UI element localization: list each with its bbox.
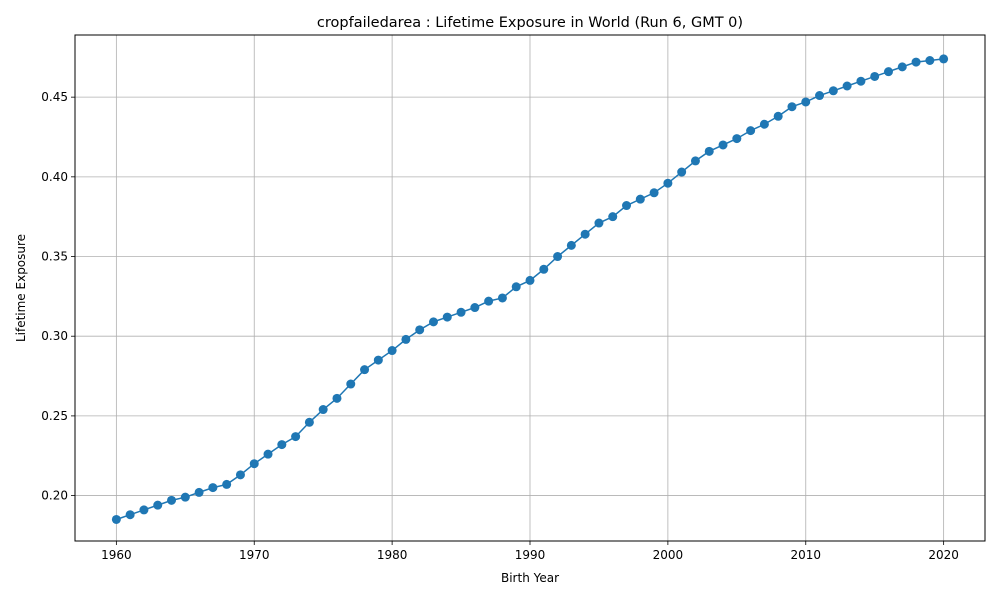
- data-point: [828, 86, 838, 96]
- data-point: [663, 178, 673, 188]
- x-tick-label: 2020: [928, 548, 959, 562]
- y-axis-label: Lifetime Exposure: [14, 234, 28, 342]
- data-point: [594, 218, 604, 228]
- data-point: [897, 62, 907, 72]
- x-tick-label: 1990: [515, 548, 546, 562]
- data-point: [842, 81, 852, 91]
- data-point: [263, 449, 273, 459]
- data-point: [856, 76, 866, 86]
- data-point: [318, 405, 328, 415]
- data-point: [649, 188, 659, 198]
- data-point: [939, 54, 949, 64]
- data-point: [442, 312, 452, 322]
- data-point: [870, 71, 880, 81]
- data-point: [497, 293, 507, 303]
- data-point: [125, 510, 135, 520]
- data-point: [539, 264, 549, 274]
- data-point: [291, 432, 301, 442]
- data-point: [484, 296, 494, 306]
- data-point: [704, 146, 714, 156]
- data-point: [580, 229, 590, 239]
- data-point: [511, 282, 521, 292]
- data-point: [387, 346, 397, 356]
- data-point: [690, 156, 700, 166]
- x-axis-label: Birth Year: [501, 571, 559, 585]
- data-point: [428, 317, 438, 327]
- grid-lines: [75, 35, 985, 541]
- y-axis: 0.20 0.25 0.30 0.35 0.40 0.45: [41, 90, 75, 503]
- data-point: [208, 483, 218, 493]
- data-point: [732, 134, 742, 144]
- data-point: [608, 212, 618, 222]
- data-point: [180, 492, 190, 502]
- data-point: [815, 91, 825, 101]
- data-point: [222, 479, 232, 489]
- y-tick-label: 0.20: [41, 489, 68, 503]
- data-point: [801, 97, 811, 107]
- data-point: [525, 275, 535, 285]
- y-tick-label: 0.35: [41, 250, 68, 264]
- x-tick-label: 1980: [377, 548, 408, 562]
- data-point: [566, 240, 576, 250]
- data-point: [373, 355, 383, 365]
- y-tick-label: 0.40: [41, 170, 68, 184]
- y-tick-label: 0.25: [41, 409, 68, 423]
- x-tick-label: 1960: [101, 548, 132, 562]
- x-tick-label: 2010: [790, 548, 821, 562]
- series-layer: [111, 54, 949, 524]
- x-axis: 1960 1970 1980 1990 2000 2010 2020: [101, 541, 959, 562]
- data-point: [622, 201, 632, 211]
- data-point: [415, 325, 425, 335]
- data-point: [277, 440, 287, 450]
- data-point: [139, 505, 149, 515]
- y-tick-label: 0.30: [41, 329, 68, 343]
- data-point: [787, 102, 797, 112]
- data-point: [249, 459, 259, 469]
- data-point: [925, 56, 935, 65]
- data-point: [401, 334, 411, 344]
- y-tick-label: 0.45: [41, 90, 68, 104]
- data-point: [167, 495, 177, 505]
- x-tick-label: 1970: [239, 548, 270, 562]
- data-point: [911, 57, 921, 67]
- data-point: [332, 393, 342, 403]
- data-point: [470, 303, 480, 313]
- data-point: [677, 167, 687, 177]
- data-point: [553, 252, 563, 262]
- data-point: [773, 111, 783, 121]
- chart-title: cropfailedarea : Lifetime Exposure in Wo…: [317, 15, 743, 31]
- data-point: [111, 514, 121, 524]
- x-tick-label: 2000: [653, 548, 684, 562]
- data-point: [759, 119, 769, 129]
- data-point: [718, 140, 728, 150]
- data-point: [746, 126, 756, 136]
- data-point: [883, 67, 893, 77]
- data-point: [235, 470, 245, 480]
- data-point: [360, 365, 370, 375]
- data-point: [456, 307, 466, 317]
- data-point: [346, 379, 356, 389]
- data-point: [194, 487, 204, 497]
- data-point: [635, 194, 645, 204]
- data-point: [153, 500, 163, 510]
- data-point: [304, 417, 314, 427]
